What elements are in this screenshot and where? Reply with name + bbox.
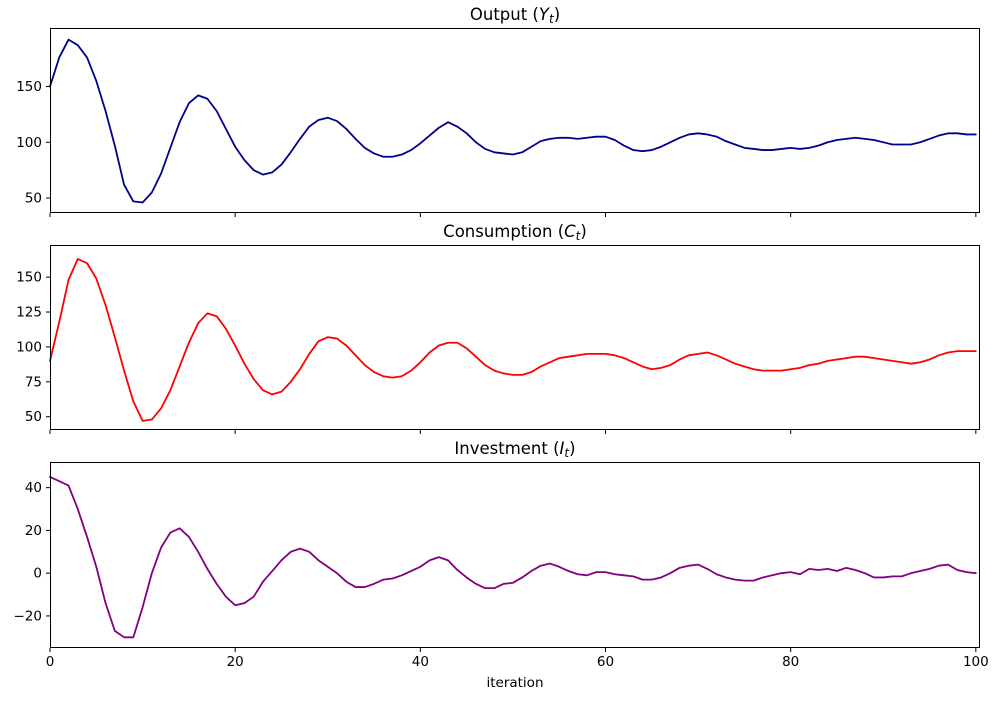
- x-tick-label: 40: [412, 654, 429, 670]
- x-tick-label: 80: [782, 654, 799, 670]
- y-tick-label: 100: [16, 135, 42, 151]
- axes-frame: [50, 245, 980, 430]
- x-tick-label: 60: [597, 654, 614, 670]
- title-subscript: t: [564, 446, 570, 460]
- series-line-I: [49, 476, 977, 639]
- y-tick-label: 20: [25, 523, 42, 539]
- y-tick-label: 75: [25, 374, 42, 390]
- axes-frame: [50, 462, 980, 648]
- title-subscript: t: [548, 12, 554, 26]
- x-tick-label: 20: [227, 654, 244, 670]
- y-tick-label: 150: [16, 79, 42, 95]
- x-tick-label: 100: [963, 654, 989, 670]
- y-tick-label: 50: [25, 409, 42, 425]
- plot-title-output: Output (Yt): [50, 4, 980, 26]
- plot-title-investment: Investment (It): [50, 438, 980, 460]
- title-text: Output (: [469, 5, 539, 24]
- series-line-Y: [49, 38, 977, 204]
- axes-frame: [50, 28, 980, 213]
- y-tick-label: 40: [25, 480, 42, 496]
- title-suffix: ): [580, 222, 587, 241]
- y-tick-label: 150: [16, 270, 42, 286]
- title-suffix: ): [553, 5, 561, 24]
- axes-consumption: 50 75 100 125 150: [16, 245, 980, 434]
- axes-investment: −20 0 20 40 0 20 40 60 80 100: [14, 462, 989, 670]
- y-tick-label: 0: [33, 566, 42, 582]
- axes-output: 50 100 150: [16, 28, 980, 217]
- y-tick-label: 125: [16, 305, 42, 321]
- title-variable: I: [559, 439, 565, 458]
- title-subscript: t: [575, 229, 581, 243]
- x-axis-label: iteration: [486, 675, 544, 691]
- y-tick-label: 50: [25, 191, 42, 207]
- series-line-C: [49, 258, 977, 422]
- title-variable: C: [564, 222, 576, 241]
- x-tick-label: 0: [46, 654, 55, 670]
- title-text: Investment (: [454, 439, 560, 458]
- title-variable: Y: [538, 5, 549, 24]
- title-suffix: ): [569, 439, 576, 458]
- plot-title-consumption: Consumption (Ct): [50, 221, 980, 243]
- y-tick-label: −20: [14, 608, 43, 624]
- title-text: Consumption (: [443, 222, 565, 241]
- y-tick-label: 100: [16, 339, 42, 355]
